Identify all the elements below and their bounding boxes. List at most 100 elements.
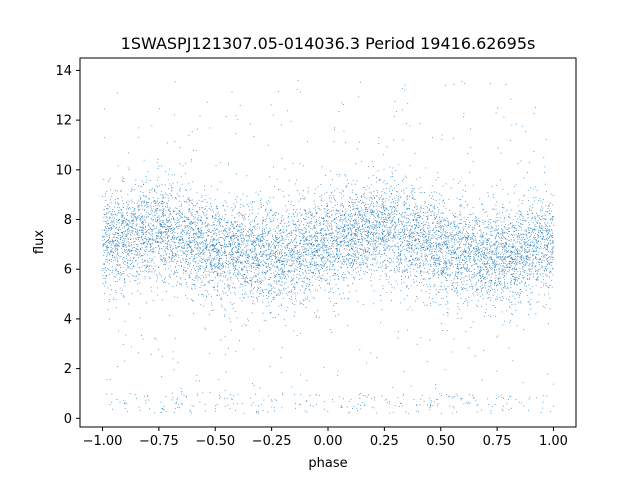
data-point	[224, 239, 226, 241]
data-point	[367, 242, 369, 244]
data-point	[341, 221, 343, 223]
data-point	[400, 228, 402, 230]
data-point	[267, 254, 269, 256]
data-point	[131, 187, 133, 189]
data-point	[371, 160, 373, 162]
data-point	[123, 246, 124, 248]
data-point	[142, 222, 144, 224]
data-point	[425, 241, 427, 243]
data-point	[324, 245, 326, 246]
data-point	[460, 255, 461, 257]
data-point	[154, 214, 156, 216]
data-point	[327, 209, 329, 210]
data-point	[394, 254, 396, 256]
data-point	[197, 212, 198, 214]
data-point	[227, 222, 229, 224]
data-point	[317, 264, 318, 265]
data-point	[406, 240, 408, 242]
data-point	[511, 313, 512, 315]
data-point	[168, 220, 170, 221]
data-point	[159, 219, 161, 221]
data-point	[246, 251, 248, 253]
data-point	[326, 203, 328, 205]
data-point	[189, 207, 190, 209]
data-point	[497, 289, 498, 291]
data-point	[273, 297, 275, 298]
data-point	[498, 232, 499, 234]
data-point	[545, 219, 547, 221]
data-point	[504, 284, 505, 286]
data-point	[316, 268, 318, 269]
data-point	[168, 226, 170, 228]
data-point	[104, 232, 106, 234]
data-point	[229, 237, 231, 239]
data-point	[105, 260, 107, 262]
data-point	[334, 218, 336, 219]
data-point	[369, 199, 371, 201]
data-point	[108, 274, 110, 275]
data-point	[503, 207, 505, 209]
data-point	[451, 257, 452, 259]
data-point	[361, 203, 362, 204]
data-point	[297, 213, 298, 215]
data-point	[323, 249, 325, 251]
data-point	[115, 233, 117, 235]
data-point	[494, 244, 496, 245]
data-point	[525, 131, 526, 132]
data-point	[360, 233, 362, 234]
data-point	[102, 235, 104, 237]
data-point	[545, 238, 547, 239]
data-point	[294, 247, 296, 248]
data-point	[299, 163, 301, 165]
data-point	[408, 208, 410, 209]
data-point	[520, 290, 522, 292]
data-point	[547, 260, 549, 262]
data-point	[109, 259, 111, 261]
data-point	[530, 298, 532, 300]
data-point	[398, 234, 400, 235]
data-point	[288, 247, 290, 249]
data-point	[304, 233, 305, 235]
data-point	[452, 247, 453, 249]
data-point	[114, 276, 116, 278]
data-point	[225, 235, 227, 237]
data-point	[192, 258, 194, 260]
data-point	[218, 260, 220, 262]
data-point	[128, 208, 130, 210]
data-point	[145, 234, 147, 235]
data-point	[267, 231, 269, 233]
data-point	[516, 268, 518, 270]
data-point	[342, 219, 343, 221]
data-point	[301, 263, 302, 265]
data-point	[502, 233, 504, 235]
data-point	[272, 297, 274, 298]
data-point	[251, 244, 252, 245]
data-point	[209, 249, 210, 251]
data-point	[313, 297, 315, 299]
data-point	[472, 394, 474, 396]
data-point	[302, 273, 304, 275]
data-point	[545, 205, 547, 206]
data-point	[410, 230, 412, 232]
data-point	[303, 198, 305, 199]
data-point	[344, 214, 346, 215]
data-point	[343, 398, 344, 400]
data-point	[174, 245, 176, 247]
data-point	[510, 265, 512, 266]
data-point	[114, 245, 116, 247]
data-point	[398, 245, 399, 247]
data-point	[153, 262, 155, 264]
data-point	[496, 235, 498, 237]
data-point	[459, 205, 461, 207]
data-point	[383, 180, 385, 182]
data-point	[191, 241, 193, 243]
data-point	[395, 280, 397, 282]
data-point	[290, 281, 292, 282]
data-point	[552, 216, 554, 218]
data-point	[326, 220, 327, 222]
data-point	[529, 274, 531, 275]
data-point	[243, 266, 245, 268]
data-point	[459, 238, 461, 240]
data-point	[362, 202, 364, 204]
